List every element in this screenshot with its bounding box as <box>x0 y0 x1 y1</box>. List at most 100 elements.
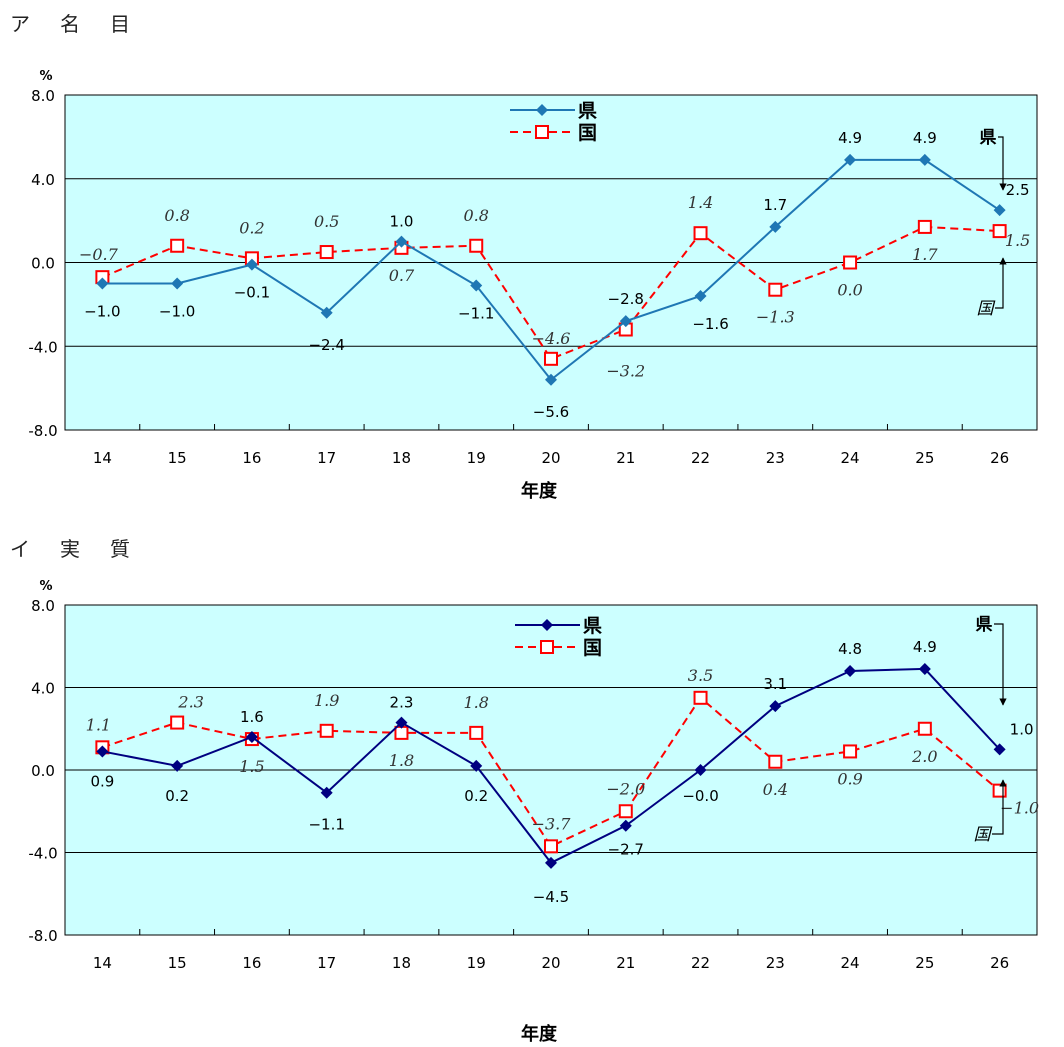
data-point-koku <box>319 723 334 738</box>
data-label-ken: 4.8 <box>838 640 862 658</box>
data-point-koku <box>843 744 858 759</box>
data-point-ken <box>395 235 408 248</box>
legend-label-koku: 国 <box>583 637 602 659</box>
data-label-ken: 4.9 <box>913 129 937 147</box>
y-tick-label: 4.0 <box>31 171 55 189</box>
chart-1-title-part-3: 目 <box>110 12 132 36</box>
x-tick-label: 25 <box>915 449 934 467</box>
legend-label-koku: 国 <box>578 122 597 144</box>
x-tick-label: 19 <box>467 449 486 467</box>
data-label-koku: 1.4 <box>688 193 713 212</box>
data-label-ken: 4.9 <box>838 129 862 147</box>
chart-1-title-part-2: 名 <box>60 12 82 36</box>
y-tick-label: 0.0 <box>31 762 55 780</box>
data-label-koku: 1.1 <box>86 715 111 734</box>
data-point-koku <box>768 282 783 297</box>
x-tick-label: 16 <box>242 954 261 972</box>
data-point-koku <box>917 721 932 736</box>
y-tick-label: 4.0 <box>31 680 55 698</box>
data-point-ken <box>320 306 333 319</box>
data-point-ken <box>694 764 707 776</box>
data-point-koku <box>170 238 185 253</box>
legend-marker-ken <box>536 104 548 116</box>
data-point-ken <box>993 204 1006 217</box>
annotation-ken: 県 <box>976 615 993 635</box>
data-point-koku <box>544 351 558 366</box>
data-label-koku: 0.5 <box>314 212 339 231</box>
data-label-ken: −0.1 <box>234 284 270 302</box>
data-point-koku <box>917 219 932 234</box>
data-label-koku: 1.5 <box>239 757 264 776</box>
annotation-arrow-koku <box>995 257 1007 309</box>
data-label-koku: −2.0 <box>606 779 645 798</box>
x-tick-label: 25 <box>915 954 934 972</box>
x-tick-label: 20 <box>541 954 560 972</box>
x-tick-label: 19 <box>467 954 486 972</box>
data-label-ken: −2.8 <box>608 290 644 308</box>
data-label-koku: 1.8 <box>389 751 414 770</box>
chart-2-title-part-3: 質 <box>110 537 132 561</box>
chart-2-title-part-1: イ <box>10 537 32 561</box>
data-label-ken: 4.9 <box>913 638 937 656</box>
annotation-koku: 国 <box>974 825 993 845</box>
data-label-ken: 0.9 <box>90 772 114 790</box>
x-tick-label: 23 <box>766 954 785 972</box>
annotation-arrow-koku <box>992 779 1007 835</box>
data-point-ken <box>545 856 557 869</box>
data-label-ken: 2.5 <box>1006 181 1030 199</box>
data-point-ken <box>96 745 109 758</box>
data-label-ken: 2.3 <box>390 694 414 712</box>
data-point-ken <box>694 290 707 302</box>
data-label-koku: 2.3 <box>177 693 203 712</box>
y-tick-label: 8.0 <box>31 87 55 105</box>
x-tick-label: 14 <box>93 954 112 972</box>
x-tick-label: 17 <box>317 954 336 972</box>
data-label-koku: 0.8 <box>164 206 189 225</box>
data-label-ken: −2.7 <box>608 841 644 859</box>
data-label-koku: 0.8 <box>464 206 489 225</box>
data-point-koku <box>618 804 633 819</box>
x-tick-label: 15 <box>168 954 187 972</box>
annotation-arrow-ken <box>998 136 1007 191</box>
data-point-koku <box>319 245 334 260</box>
data-point-koku <box>693 226 708 241</box>
data-point-koku <box>992 783 1007 798</box>
x-tick-label: 26 <box>990 954 1009 972</box>
data-label-ken: −5.6 <box>533 403 569 421</box>
data-point-ken <box>619 315 632 328</box>
data-point-ken <box>993 743 1006 756</box>
nominal-growth-chart: 8.0 4.0 0.0 -4.0 -8.0% 14 15 16 17 18 19 20 21 22 23 24… <box>28 69 1038 502</box>
data-point-ken <box>171 759 184 772</box>
data-point-ken <box>545 373 557 386</box>
annotation-arrow-ken <box>994 623 1007 706</box>
x-tick-label: 16 <box>242 449 261 467</box>
data-label-ken: 0.2 <box>464 787 488 805</box>
data-point-ken <box>619 819 632 832</box>
data-label-ken: −1.1 <box>308 816 344 834</box>
annotation-koku: 国 <box>977 299 996 319</box>
data-point-ken <box>320 786 333 799</box>
x-tick-label: 23 <box>766 449 785 467</box>
data-point-koku <box>469 238 484 253</box>
x-tick-label: 22 <box>691 954 710 972</box>
x-tick-label: 15 <box>168 449 187 467</box>
data-label-ken: 1.6 <box>240 708 264 726</box>
y-tick-label: 0.0 <box>31 255 55 273</box>
data-point-ken <box>844 153 857 166</box>
data-label-koku: −3.2 <box>606 362 645 381</box>
y-tick-label: -8.0 <box>28 422 57 440</box>
data-point-ken <box>844 665 857 677</box>
chart-1-title: ア名目 <box>10 8 160 37</box>
data-label-ken: −4.5 <box>533 888 569 906</box>
data-point-koku <box>469 725 484 740</box>
data-label-koku: 2.0 <box>911 747 937 766</box>
chart-2-title: イ実質 <box>10 533 160 562</box>
data-label-ken: −0.0 <box>682 787 718 805</box>
x-tick-label: 18 <box>392 449 411 467</box>
data-label-ken: −1.0 <box>159 302 195 320</box>
data-point-ken <box>395 716 408 729</box>
data-point-koku <box>768 754 783 769</box>
data-label-koku: 1.7 <box>912 245 938 264</box>
x-axis-label: 年度 <box>521 1023 558 1045</box>
